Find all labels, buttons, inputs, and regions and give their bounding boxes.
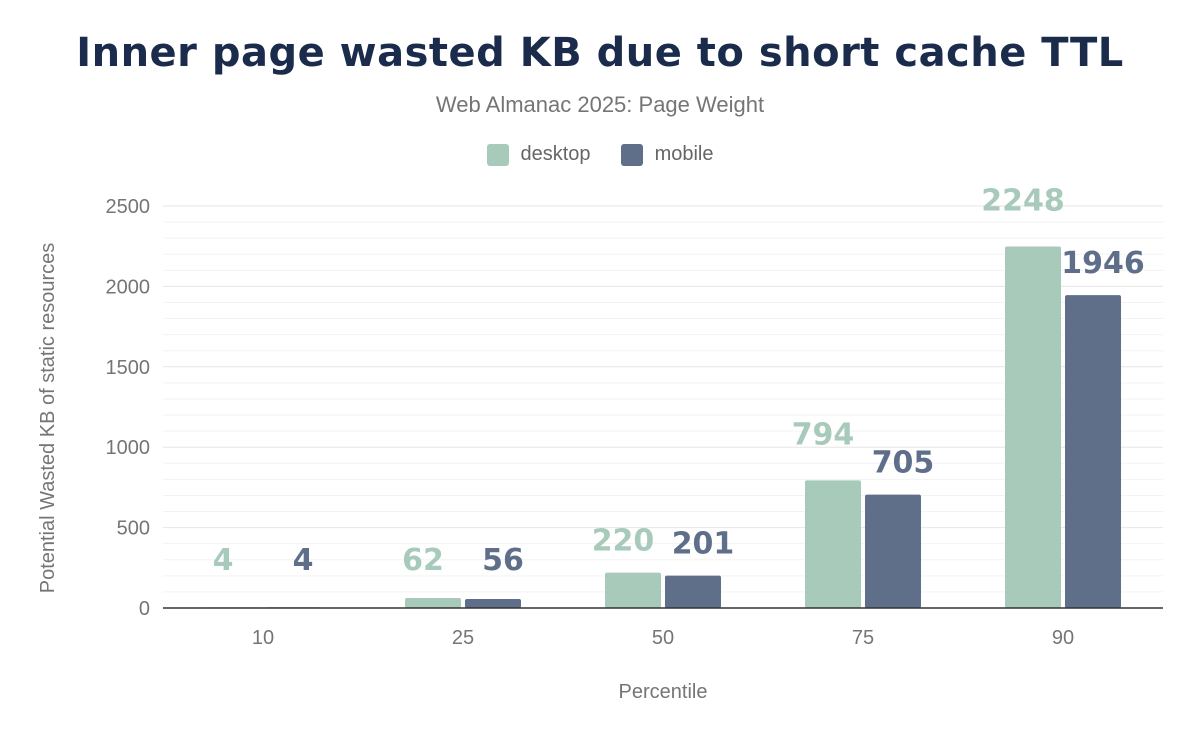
data-label-desktop: 2248 bbox=[981, 184, 1065, 219]
legend: desktop mobile bbox=[0, 143, 1200, 166]
bar-desktop bbox=[405, 598, 461, 608]
y-axis-title: Potential Wasted KB of static resources bbox=[37, 243, 59, 594]
y-tick-label: 2500 bbox=[106, 196, 151, 218]
chart-title: Inner page wasted KB due to short cache … bbox=[76, 30, 1124, 76]
y-tick-label: 1500 bbox=[106, 357, 151, 379]
x-tick-label: 50 bbox=[652, 627, 674, 649]
bar-desktop bbox=[805, 480, 861, 608]
bar-desktop bbox=[1005, 246, 1061, 608]
x-tick-label: 10 bbox=[252, 627, 274, 649]
bar-mobile bbox=[1065, 295, 1121, 608]
bar-desktop bbox=[605, 572, 661, 608]
y-tick-label: 500 bbox=[117, 518, 150, 540]
data-label-desktop: 62 bbox=[402, 543, 444, 578]
data-label-desktop: 4 bbox=[213, 543, 234, 578]
legend-label-desktop: desktop bbox=[520, 143, 591, 165]
y-tick-label: 0 bbox=[139, 598, 150, 620]
y-tick-label: 2000 bbox=[106, 276, 151, 298]
data-label-desktop: 794 bbox=[792, 417, 855, 452]
data-label-mobile: 4 bbox=[293, 543, 314, 578]
legend-label-mobile: mobile bbox=[654, 143, 714, 165]
y-tick-label: 1000 bbox=[106, 437, 151, 459]
legend-item-mobile[interactable]: mobile bbox=[620, 143, 714, 166]
x-tick-label: 90 bbox=[1052, 627, 1074, 649]
bar-mobile bbox=[665, 575, 721, 608]
legend-swatch-mobile bbox=[620, 143, 643, 166]
data-label-mobile: 705 bbox=[872, 446, 935, 481]
legend-swatch-desktop bbox=[486, 143, 509, 166]
bar-mobile bbox=[465, 598, 521, 608]
legend-item-desktop[interactable]: desktop bbox=[486, 143, 591, 166]
data-label-mobile: 56 bbox=[482, 543, 524, 578]
data-label-mobile: 201 bbox=[672, 527, 735, 562]
data-label-mobile: 1946 bbox=[1061, 246, 1145, 281]
x-tick-label: 75 bbox=[852, 627, 874, 649]
x-tick-label: 25 bbox=[452, 627, 474, 649]
chart-subtitle: Web Almanac 2025: Page Weight bbox=[435, 92, 765, 117]
data-label-desktop: 220 bbox=[592, 524, 655, 559]
x-axis-title: Percentile bbox=[619, 681, 708, 703]
bar-mobile bbox=[865, 494, 921, 608]
